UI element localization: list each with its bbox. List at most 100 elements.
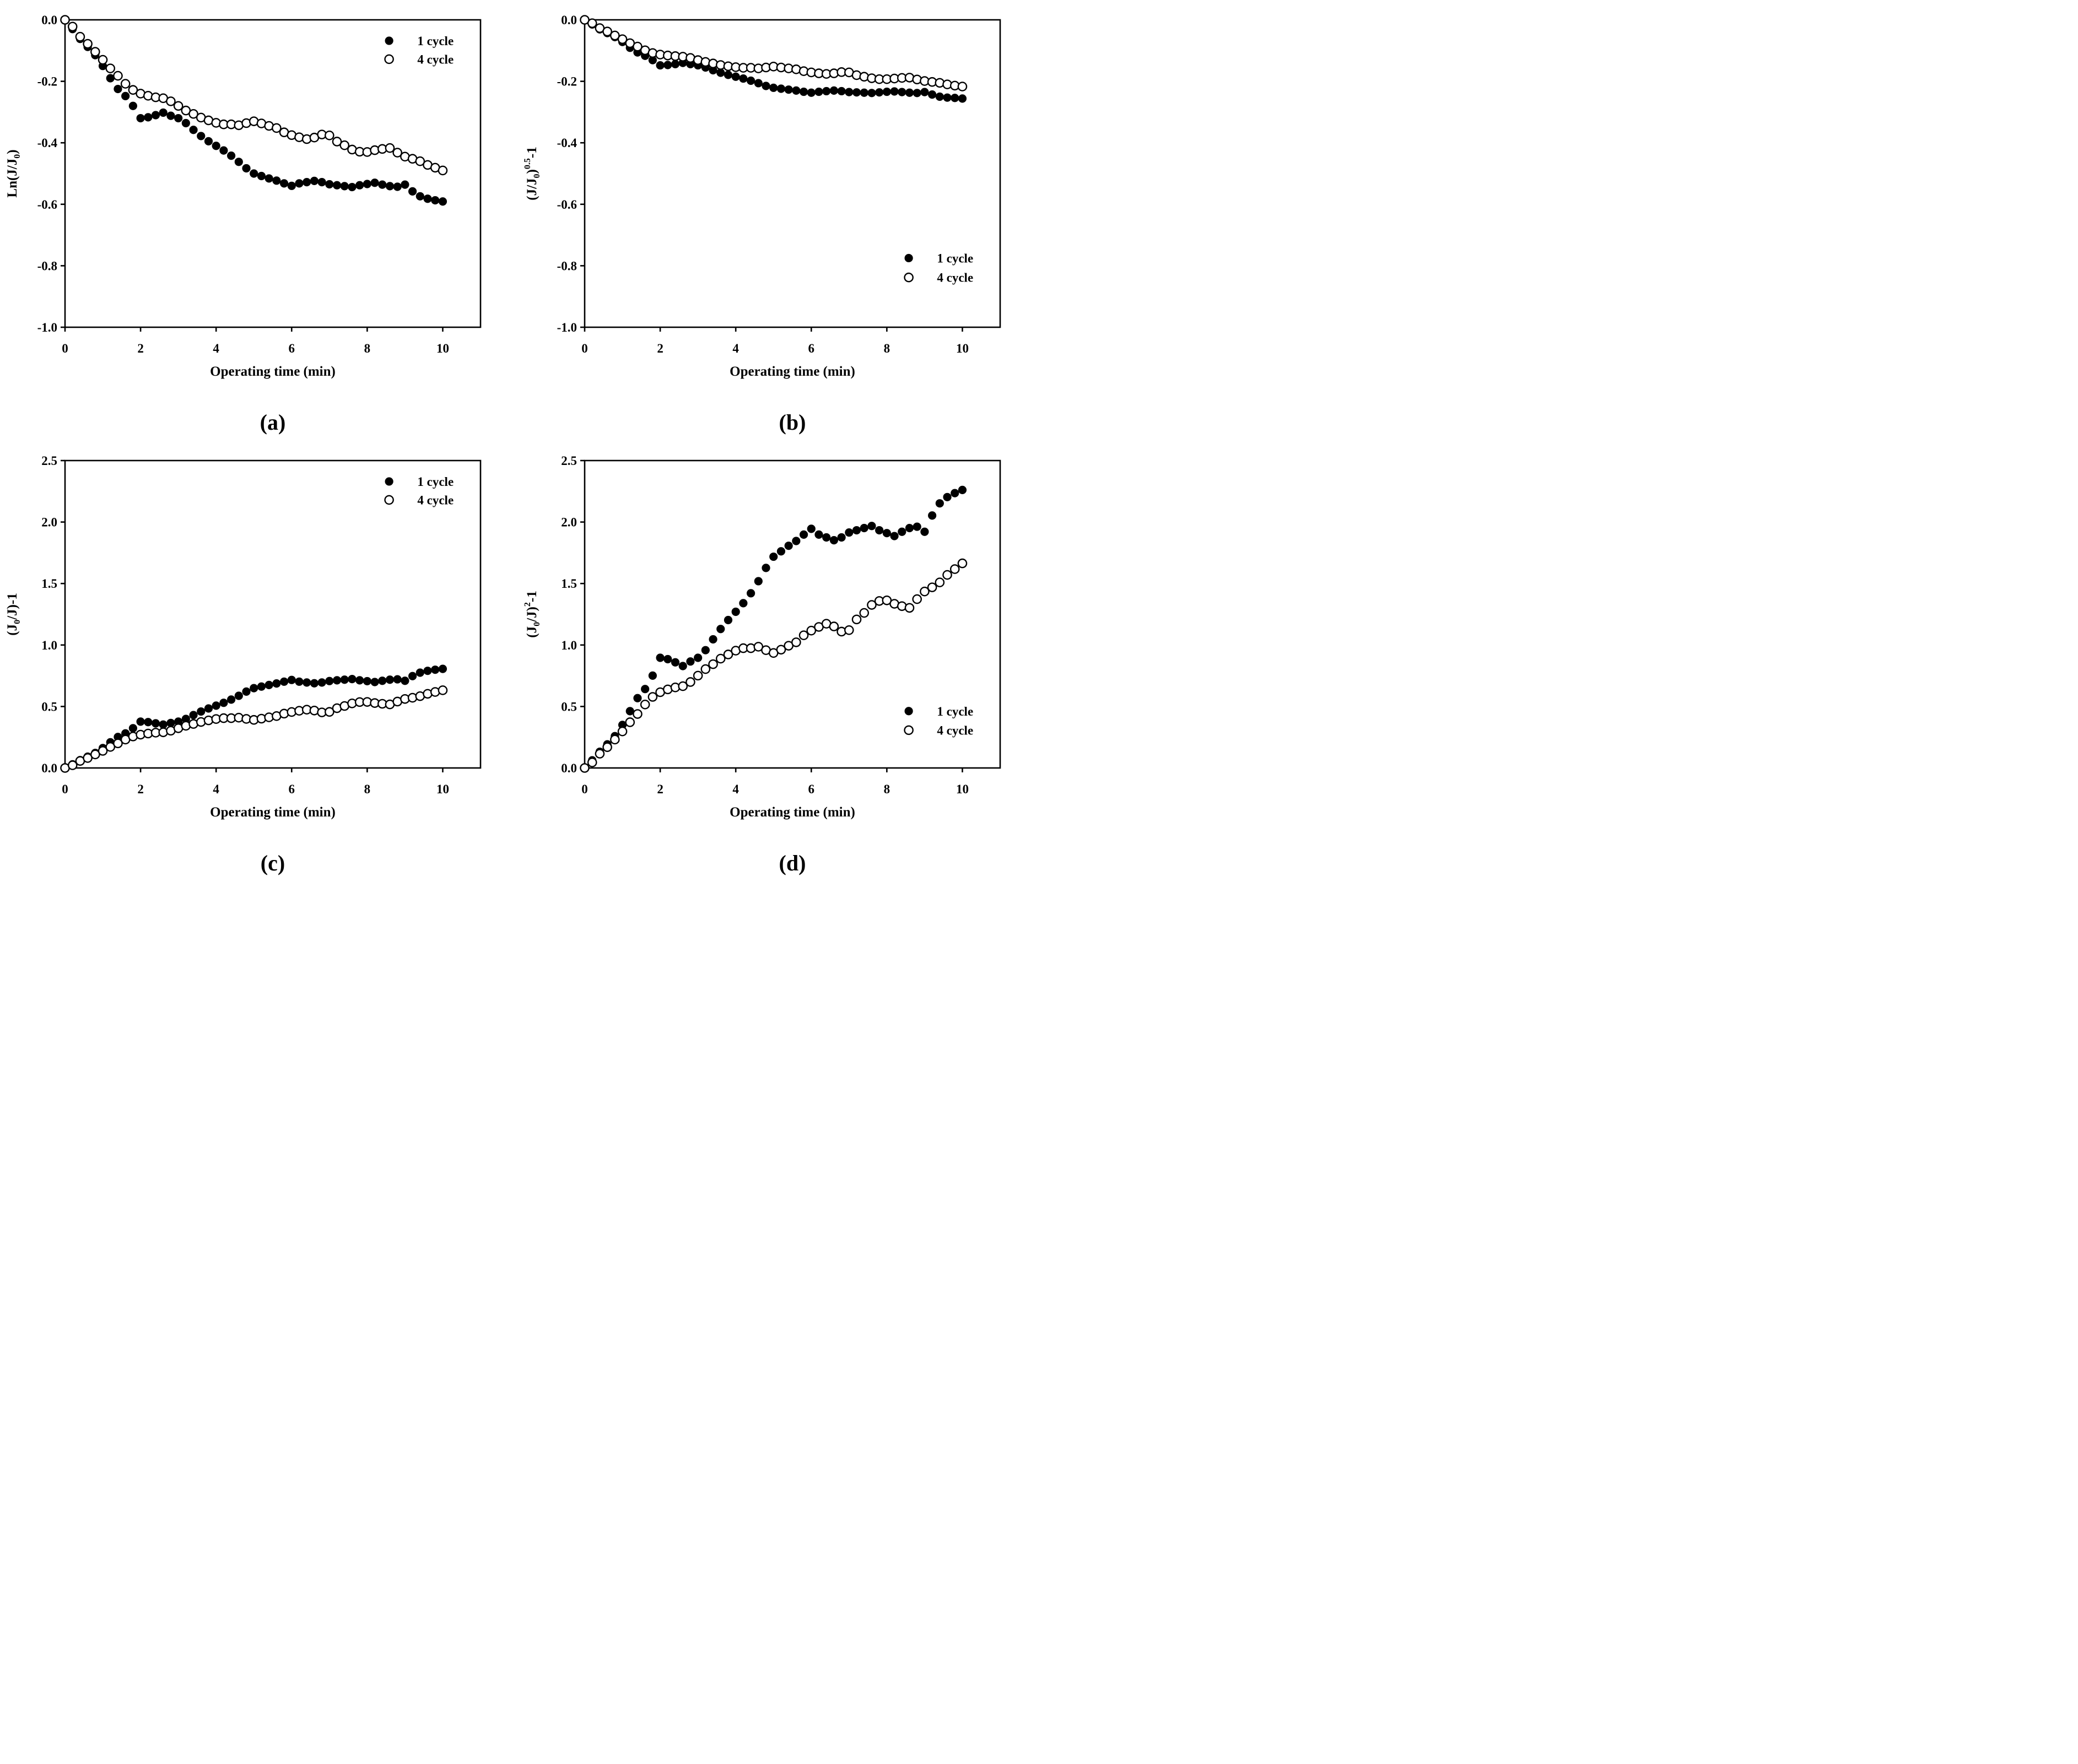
y-axis-ticks: 0.0 0.5 1.0 1.5 2.0 2.5 [41, 454, 65, 775]
y-tick-label: 2.5 [561, 454, 577, 468]
data-point [279, 179, 289, 188]
data-point [958, 94, 967, 103]
data-point [204, 704, 213, 713]
data-point [242, 687, 251, 696]
data-point [829, 536, 838, 545]
data-point [227, 695, 236, 704]
y-tick-label: 0.0 [561, 761, 577, 775]
y-tick-label: 0.5 [561, 700, 577, 713]
data-point [340, 675, 349, 684]
x-tick-label: 0 [581, 342, 588, 355]
data-point [113, 71, 123, 81]
x-tick-label: 8 [364, 782, 371, 796]
data-point [279, 677, 289, 686]
data-point [272, 679, 281, 688]
data-point [98, 55, 108, 65]
data-point [159, 108, 168, 117]
data-point [913, 522, 921, 531]
data-point [363, 677, 371, 686]
data-point [197, 132, 206, 140]
open-circle-marker [904, 272, 914, 283]
x-tick-label: 6 [289, 342, 295, 355]
panel-d: 0 2 4 6 8 10 0.0 0.5 1.0 1.5 2.0 2.5 1 cycle 4 cycle (… [520, 441, 1039, 882]
legend-item-1-cycle: 1 cycle [904, 705, 973, 718]
data-point [265, 174, 273, 183]
y-axis-title: Ln(J/J0) [5, 149, 22, 197]
data-point [867, 600, 877, 610]
data-point [151, 111, 160, 120]
panel-a: 0 2 4 6 8 10 0.0 -0.2 -0.4 -0.6 -0.8 -1.0 1 cycle 4 c… [0, 0, 520, 441]
data-point [265, 680, 273, 689]
data-point [250, 684, 258, 692]
data-point [295, 179, 304, 188]
data-point [686, 657, 695, 666]
y-tick-label: -0.2 [37, 75, 57, 89]
data-point [431, 196, 440, 205]
legend: 1 cycle 4 cycle [384, 475, 454, 507]
x-tick-label: 0 [62, 342, 68, 355]
y-tick-label: 0.0 [41, 761, 57, 775]
data-point [762, 564, 770, 572]
data-point [776, 84, 786, 93]
data-point [882, 87, 891, 96]
data-point [151, 719, 160, 728]
y-axis-ticks: 0.0 0.5 1.0 1.5 2.0 2.5 [561, 454, 585, 775]
x-axis-title: Operating time (min) [730, 805, 855, 820]
data-point [784, 542, 793, 550]
data-point [339, 140, 350, 150]
data-point [641, 685, 650, 694]
data-point [617, 34, 628, 44]
data-point [731, 607, 740, 616]
data-point [852, 526, 861, 535]
data-point [829, 86, 838, 95]
data-point [671, 59, 680, 68]
data-point [957, 558, 968, 569]
data-point [928, 90, 937, 99]
data-point [234, 691, 243, 700]
legend-item-4-cycle: 4 cycle [904, 271, 973, 285]
x-tick-label: 4 [213, 782, 219, 796]
panel-caption: (d) [779, 851, 806, 875]
data-point [784, 85, 793, 94]
data-point [257, 682, 266, 691]
data-point [378, 180, 387, 189]
y-axis-title: (J/J0)0.5-1 [523, 147, 542, 200]
x-tick-label: 8 [364, 342, 371, 355]
data-point [340, 182, 349, 191]
data-point [927, 582, 937, 592]
x-tick-label: 8 [884, 782, 890, 796]
data-point [678, 681, 688, 691]
data-point [709, 635, 717, 644]
data-point [663, 654, 672, 664]
data-point [792, 537, 801, 545]
data-point [776, 547, 786, 556]
data-point [656, 653, 665, 662]
data-point [325, 707, 334, 717]
legend-label: 4 cycle [937, 723, 973, 737]
data-point [715, 653, 726, 664]
data-point [325, 131, 334, 140]
data-point [898, 88, 906, 96]
x-axis-title: Operating time (min) [210, 805, 336, 820]
data-point [625, 717, 635, 727]
data-point [257, 171, 266, 181]
data-point [393, 675, 402, 684]
data-point [958, 485, 967, 494]
data-point [227, 151, 236, 160]
data-point [791, 637, 801, 647]
panel-caption: (c) [261, 851, 285, 875]
data-point [610, 734, 620, 745]
x-tick-label: 2 [657, 782, 663, 796]
y-tick-label: 1.5 [41, 577, 57, 591]
data-point [90, 47, 100, 57]
data-point [219, 146, 228, 155]
data-point [890, 532, 899, 540]
data-point [385, 143, 395, 153]
data-point [174, 717, 183, 726]
data-point [423, 194, 432, 203]
data-point [709, 66, 717, 75]
legend-item-1-cycle: 1 cycle [904, 251, 973, 265]
data-point [905, 88, 914, 97]
y-tick-label: -0.4 [37, 136, 58, 150]
data-point [166, 718, 175, 727]
